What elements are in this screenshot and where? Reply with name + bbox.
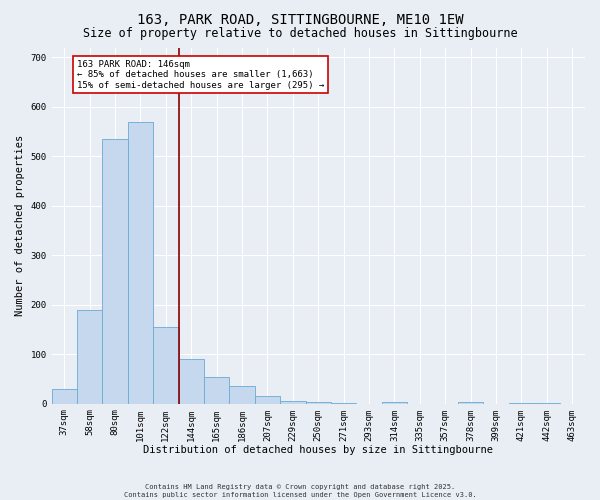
Bar [229,386,255,404]
Text: 163, PARK ROAD, SITTINGBOURNE, ME10 1EW: 163, PARK ROAD, SITTINGBOURNE, ME10 1EW [137,12,463,26]
X-axis label: Distribution of detached houses by size in Sittingbourne: Distribution of detached houses by size … [143,445,493,455]
Bar [280,401,305,404]
Bar [458,402,484,404]
Bar [103,139,128,404]
Bar [179,359,204,404]
Bar [77,310,103,404]
Bar [128,122,153,404]
Bar [204,376,229,404]
Bar [509,402,534,404]
Bar [331,402,356,404]
Bar [153,327,179,404]
Bar [52,389,77,404]
Bar [382,402,407,404]
Text: Contains HM Land Registry data © Crown copyright and database right 2025.
Contai: Contains HM Land Registry data © Crown c… [124,484,476,498]
Text: 163 PARK ROAD: 146sqm
← 85% of detached houses are smaller (1,663)
15% of semi-d: 163 PARK ROAD: 146sqm ← 85% of detached … [77,60,324,90]
Bar [255,396,280,404]
Bar [305,402,331,404]
Y-axis label: Number of detached properties: Number of detached properties [15,135,25,316]
Text: Size of property relative to detached houses in Sittingbourne: Size of property relative to detached ho… [83,28,517,40]
